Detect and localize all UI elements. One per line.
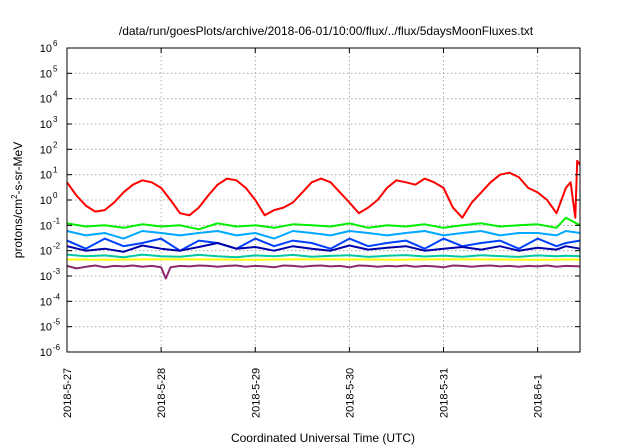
series-line-5 <box>66 242 581 253</box>
y-tick-exponent: 6 <box>53 39 58 48</box>
y-tick-label: 10 <box>40 296 52 308</box>
y-tick-base: 10 <box>40 220 52 232</box>
series-line-3 <box>66 230 581 240</box>
y-tick-label: 10 <box>40 322 52 334</box>
y-tick-label: 10 <box>40 43 52 55</box>
y-tick-base: 10 <box>40 68 52 80</box>
y-tick-base: 10 <box>40 246 52 258</box>
y-tick-exponent: 2 <box>53 140 58 149</box>
y-tick-exponent: -4 <box>53 292 61 301</box>
series-line-2 <box>66 216 581 231</box>
y-tick-label: 10 <box>40 68 52 80</box>
y-tick-base: 10 <box>40 296 52 308</box>
x-tick-label: 2018-5-27 <box>62 368 74 418</box>
series-line-7 <box>66 258 581 261</box>
y-tick-label: 10 <box>40 195 52 207</box>
y-tick-label: 10 <box>40 119 52 131</box>
y-tick-exponent: -2 <box>53 242 61 251</box>
y-axis-label-post: -s-sr-MeV <box>11 142 25 195</box>
x-axis-label: Coordinated Universal Time (UTC) <box>231 431 415 445</box>
y-tick-base: 10 <box>40 119 52 131</box>
y-tick-label: 10 <box>40 271 52 283</box>
y-tick-base: 10 <box>40 322 52 334</box>
x-tick-label: 2018-6-1 <box>533 374 545 418</box>
y-tick-base: 10 <box>40 144 52 156</box>
series-line-4 <box>66 237 581 252</box>
y-tick-label: 10 <box>40 220 52 232</box>
x-tick-label: 2018-5-30 <box>344 368 356 418</box>
y-tick-base: 10 <box>40 43 52 55</box>
y-tick-base: 10 <box>40 271 52 283</box>
series-line-1 <box>66 159 581 219</box>
y-tick-label: 10 <box>40 347 52 359</box>
y-tick-exponent: 5 <box>53 64 58 73</box>
y-tick-exponent: 0 <box>53 191 58 200</box>
y-tick-exponent: -6 <box>53 343 61 352</box>
y-tick-label: 10 <box>40 170 52 182</box>
series-layer <box>66 159 581 280</box>
x-tick-labels: 2018-5-27 2018-5-28 2018-5-29 2018-5-30 2018… <box>62 48 545 418</box>
y-tick-exponent: 1 <box>53 166 58 175</box>
x-tick-label: 2018-5-29 <box>250 368 262 418</box>
chart-title: /data/run/goesPlots/archive/2018-06-01/1… <box>119 24 534 38</box>
y-tick-label: 10 <box>40 94 52 106</box>
y-tick-base: 10 <box>40 94 52 106</box>
y-tick-base: 10 <box>40 347 52 359</box>
y-tick-exponent: 4 <box>53 90 58 99</box>
y-tick-labels: 10 -610 -510 -410 -310 -210 -110 010 110 210 310 41… <box>40 39 580 359</box>
y-tick-base: 10 <box>40 195 52 207</box>
x-tick-label: 2018-5-31 <box>439 368 451 418</box>
series-line-6 <box>66 253 581 259</box>
grid-layer <box>67 48 580 352</box>
y-axis-label: protons/cm2-s-sr-MeV <box>10 142 25 258</box>
y-tick-exponent: 3 <box>53 115 58 124</box>
y-axis-label-sup: 2 <box>10 194 19 199</box>
series-line-8 <box>66 264 581 280</box>
y-tick-label: 10 <box>40 246 52 258</box>
y-tick-exponent: -3 <box>53 267 61 276</box>
y-axis-label-pre: protons/cm <box>11 199 25 258</box>
y-tick-exponent: -5 <box>53 318 61 327</box>
y-tick-exponent: -1 <box>53 216 61 225</box>
y-tick-label: 10 <box>40 144 52 156</box>
y-tick-base: 10 <box>40 170 52 182</box>
x-tick-label: 2018-5-28 <box>156 368 168 418</box>
